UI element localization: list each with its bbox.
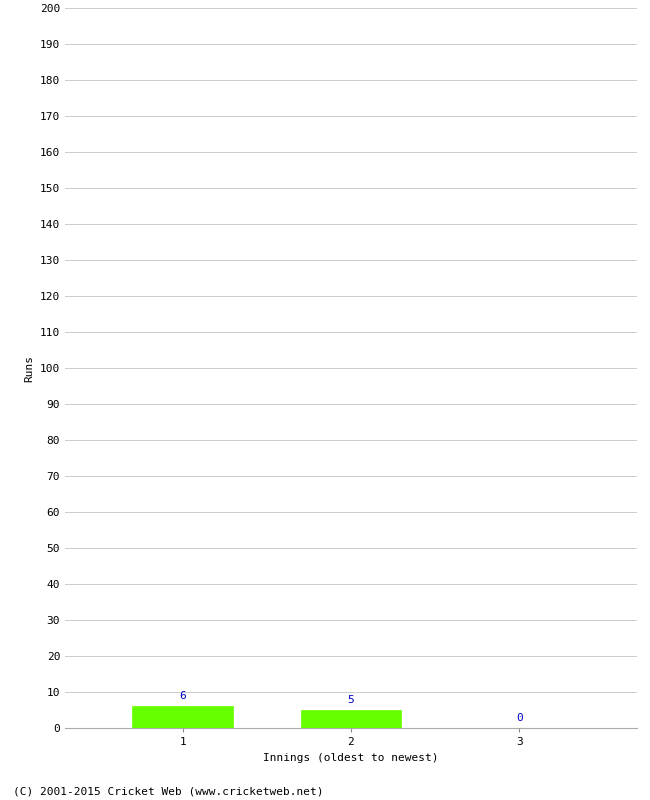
- Text: 0: 0: [516, 713, 523, 722]
- Bar: [133, 706, 233, 728]
- Text: (C) 2001-2015 Cricket Web (www.cricketweb.net): (C) 2001-2015 Cricket Web (www.cricketwe…: [13, 786, 324, 796]
- X-axis label: Innings (oldest to newest): Innings (oldest to newest): [263, 753, 439, 762]
- Text: 5: 5: [348, 694, 354, 705]
- Bar: [300, 710, 402, 728]
- Text: 6: 6: [179, 691, 186, 701]
- Y-axis label: Runs: Runs: [24, 354, 34, 382]
